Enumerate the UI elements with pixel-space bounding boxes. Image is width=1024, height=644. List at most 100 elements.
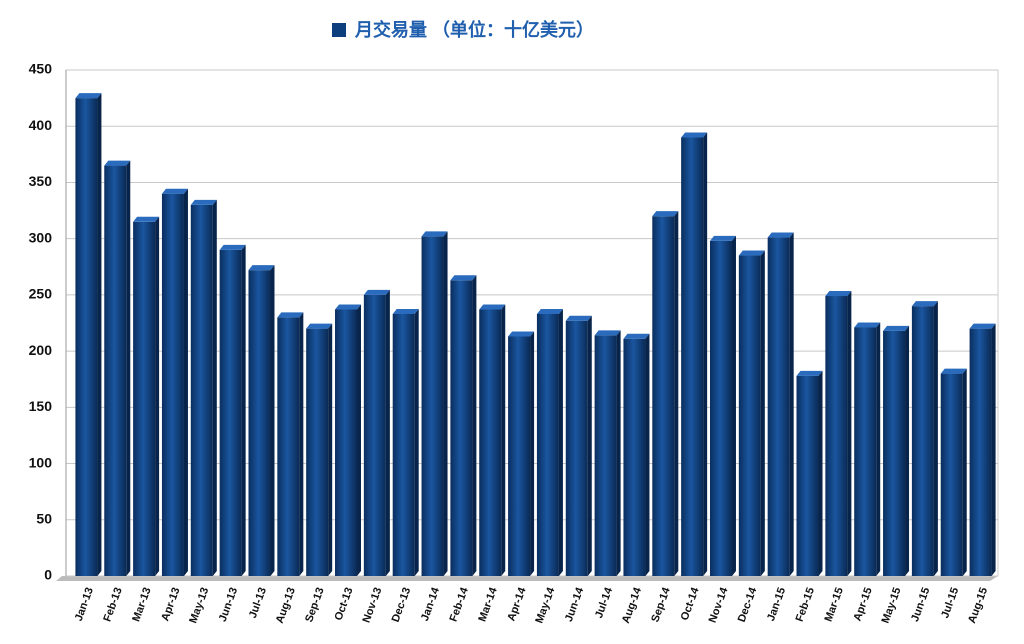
bar-cap bbox=[75, 93, 102, 99]
x-tick-label: Jul-14 bbox=[593, 585, 615, 620]
bar-side bbox=[357, 304, 362, 576]
bar bbox=[709, 240, 732, 576]
x-tick-label: Jun-13 bbox=[217, 586, 240, 623]
y-tick-label: 250 bbox=[29, 286, 53, 302]
bar-cap bbox=[161, 188, 188, 194]
bar bbox=[306, 328, 329, 576]
bar-side bbox=[703, 132, 708, 576]
bar bbox=[940, 373, 963, 576]
bar-side bbox=[97, 93, 102, 576]
x-tick-label: Feb-14 bbox=[448, 585, 472, 623]
bar-side bbox=[241, 244, 246, 576]
x-tick-label: Apr-13 bbox=[159, 586, 182, 623]
bar-side bbox=[414, 309, 419, 576]
bar-cap bbox=[104, 160, 131, 166]
x-tick-label: Aug-15 bbox=[966, 586, 990, 625]
x-tick-label: Jun-15 bbox=[909, 586, 932, 623]
bar-cap bbox=[248, 265, 275, 271]
x-tick-label: Aug-14 bbox=[620, 585, 644, 625]
bar-side bbox=[760, 250, 765, 577]
bar-cap bbox=[594, 330, 621, 336]
x-tick-label: Feb-15 bbox=[794, 586, 817, 623]
bar-side bbox=[385, 289, 390, 576]
bar-cap bbox=[421, 231, 448, 237]
y-tick-label: 50 bbox=[36, 510, 52, 526]
bar bbox=[825, 296, 848, 576]
bar-cap bbox=[565, 315, 592, 321]
x-tick-label: Jul-15 bbox=[939, 586, 961, 620]
bar bbox=[854, 327, 877, 576]
bar-side bbox=[847, 291, 852, 576]
bar bbox=[392, 314, 415, 576]
bar-side bbox=[328, 323, 333, 576]
bar-side bbox=[645, 333, 650, 576]
floor bbox=[56, 576, 998, 581]
bar-cap bbox=[883, 325, 910, 331]
bar-cap bbox=[479, 304, 506, 310]
bar-cap bbox=[508, 331, 535, 337]
bar bbox=[219, 249, 242, 576]
bar bbox=[363, 294, 386, 576]
x-tick-label: Apr-15 bbox=[852, 586, 875, 623]
bar-cap bbox=[796, 370, 823, 376]
legend-label: 月交易量 （单位：十亿美元） bbox=[354, 19, 594, 40]
y-tick-label: 100 bbox=[29, 454, 53, 470]
bar-cap bbox=[825, 291, 852, 297]
bar bbox=[335, 309, 358, 576]
bar bbox=[508, 336, 531, 576]
bar-side bbox=[472, 275, 477, 576]
x-tick-label: Mar-14 bbox=[476, 585, 500, 623]
x-tick-label: Feb-13 bbox=[101, 586, 124, 623]
y-tick-label: 300 bbox=[29, 229, 53, 245]
bar bbox=[565, 320, 588, 576]
bar bbox=[969, 328, 992, 576]
bar-side bbox=[126, 160, 131, 577]
bar-cap bbox=[335, 304, 362, 310]
bar-side bbox=[905, 325, 910, 576]
y-tick-label: 150 bbox=[29, 398, 53, 414]
bar bbox=[421, 236, 444, 576]
bar-cap bbox=[681, 132, 708, 138]
y-tick-label: 450 bbox=[29, 61, 53, 77]
bar-side bbox=[933, 301, 938, 576]
bar bbox=[104, 165, 127, 577]
x-tick-label: Oct-14 bbox=[679, 585, 702, 622]
bar bbox=[277, 317, 300, 576]
x-tick-label: Aug-13 bbox=[274, 586, 298, 625]
legend-swatch bbox=[332, 23, 346, 37]
x-tick-label: Jan-13 bbox=[73, 586, 96, 623]
x-tick-label: Sep-13 bbox=[303, 586, 327, 624]
x-tick-label: Jul-13 bbox=[247, 586, 269, 620]
y-tick-label: 350 bbox=[29, 173, 53, 189]
x-tick-label: Nov-13 bbox=[361, 586, 385, 625]
bar bbox=[594, 335, 617, 576]
bar-cap bbox=[969, 323, 996, 329]
bar-side bbox=[962, 368, 967, 576]
bar-cap bbox=[623, 333, 650, 339]
bar-cap bbox=[536, 309, 563, 315]
bar-cap bbox=[190, 199, 217, 205]
x-tick-label: Jun-14 bbox=[563, 585, 587, 623]
bar-side bbox=[789, 232, 794, 576]
x-tick-label: Jan-15 bbox=[765, 586, 788, 623]
bar-cap bbox=[392, 309, 419, 315]
bar-cap bbox=[854, 322, 881, 328]
x-tick-label: Dec-14 bbox=[736, 585, 760, 624]
x-tick-label: May-14 bbox=[533, 585, 557, 625]
x-tick-label: May-13 bbox=[187, 586, 211, 625]
bar-cap bbox=[738, 250, 765, 256]
bar-side bbox=[587, 315, 592, 576]
x-tick-label: Dec-13 bbox=[390, 586, 414, 624]
bar bbox=[652, 216, 675, 576]
bar bbox=[161, 193, 184, 576]
y-tick-label: 400 bbox=[29, 117, 53, 133]
bar-cap bbox=[767, 232, 794, 238]
bar-side bbox=[299, 312, 304, 576]
x-tick-label: May-15 bbox=[880, 586, 904, 625]
bar-cap bbox=[363, 289, 390, 295]
bar-side bbox=[212, 199, 217, 576]
bar-side bbox=[818, 370, 823, 576]
x-tick-label: Apr-14 bbox=[505, 585, 528, 623]
bar-side bbox=[155, 216, 160, 577]
